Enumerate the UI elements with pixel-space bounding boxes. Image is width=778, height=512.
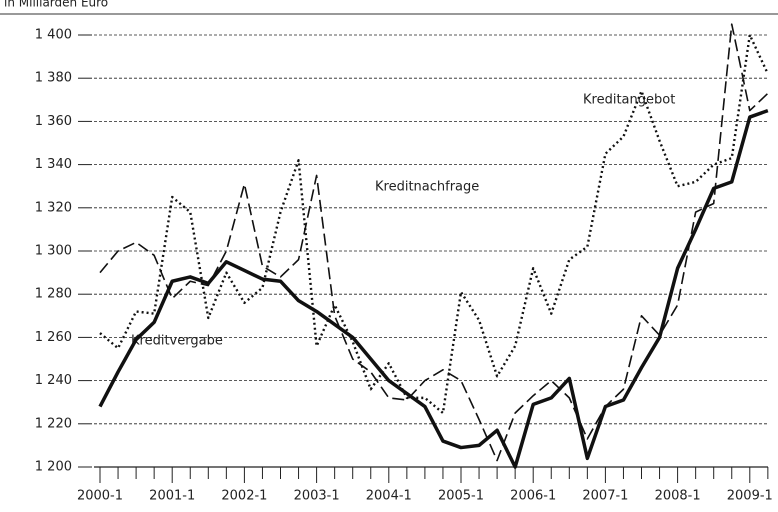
y-tick-label: 1 280 <box>35 287 72 302</box>
y-tick-label: 1 380 <box>35 71 72 86</box>
series-line <box>99 33 769 415</box>
y-tick-label: 1 240 <box>35 373 72 388</box>
x-tick-label: 2008-1 <box>655 489 701 504</box>
y-tick-label: 1 400 <box>35 28 72 43</box>
series-line <box>99 23 769 462</box>
x-tick-label: 2006-1 <box>510 489 556 504</box>
x-tick-label: 2001-1 <box>149 489 195 504</box>
y-tick-label: 1 260 <box>35 330 72 345</box>
chart-title: in Milliarden Euro <box>4 0 108 10</box>
series-label: Kreditvergabe <box>131 334 223 349</box>
x-tick-label: 2007-1 <box>582 489 628 504</box>
y-tick-label: 1 340 <box>35 157 72 172</box>
x-tick-label: 2005-1 <box>438 489 484 504</box>
y-tick-label: 1 200 <box>35 460 72 475</box>
x-tick-label: 2003-1 <box>294 489 340 504</box>
series-line <box>98 108 769 469</box>
y-tick-label: 1 220 <box>35 416 72 431</box>
series-label: Kreditangebot <box>583 93 675 108</box>
x-tick-label: 2009-1 <box>727 489 773 504</box>
y-tick-label: 1 300 <box>35 244 72 259</box>
y-tick-label: 1 320 <box>35 200 72 215</box>
x-tick-label: 2004-1 <box>366 489 412 504</box>
series-label: Kreditnachfrage <box>375 180 479 195</box>
x-tick-label: 2002-1 <box>221 489 267 504</box>
y-tick-label: 1 360 <box>35 114 72 129</box>
x-tick-label: 2000-1 <box>77 489 123 504</box>
